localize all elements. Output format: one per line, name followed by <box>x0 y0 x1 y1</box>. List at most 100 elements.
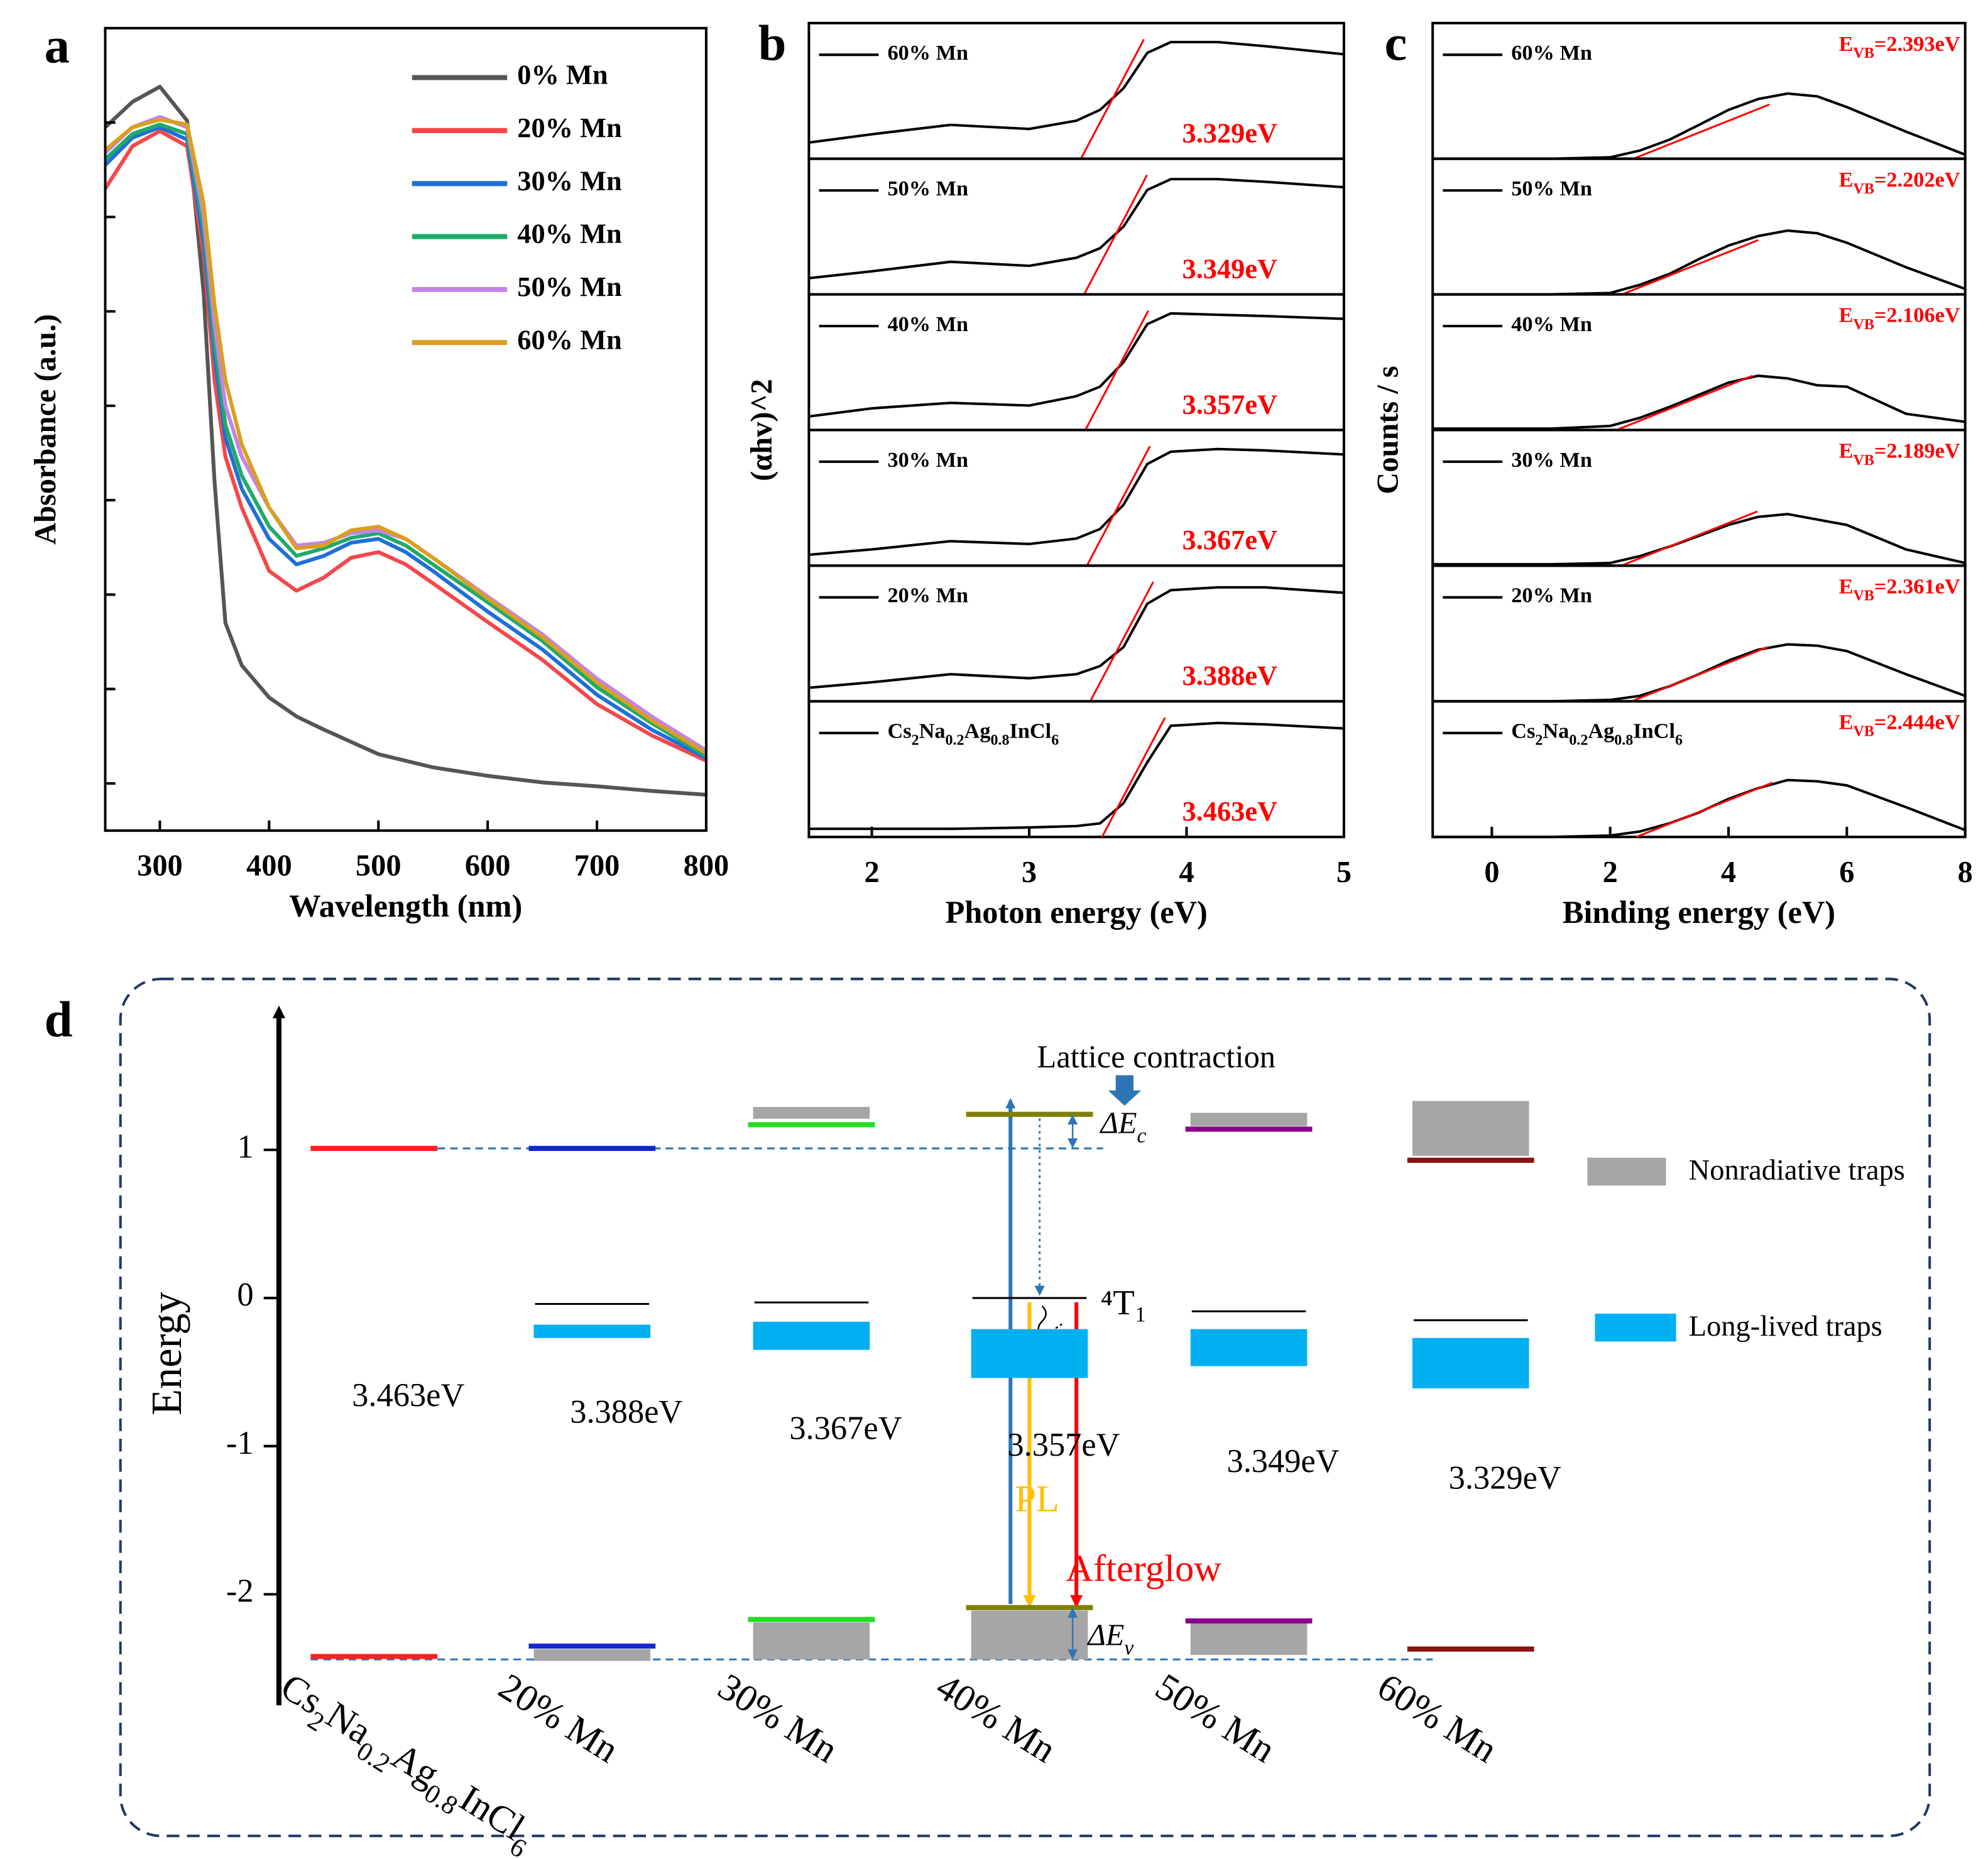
gap-label: 3.349eV <box>1226 1443 1339 1480</box>
gap-label: 3.463eV <box>352 1377 464 1414</box>
onset-label: EVB=2.189eV <box>1839 439 1960 469</box>
subplot-frame <box>807 700 1345 839</box>
y-axis-title: (αhv)^2 <box>745 379 778 481</box>
legend-label: 30% Mn <box>888 448 969 472</box>
y-tick-label: 0 <box>237 1277 253 1313</box>
subplot-frame <box>1431 700 1967 839</box>
onset-label: 3.367eV <box>1182 524 1278 555</box>
annotation: PL <box>1015 1478 1059 1520</box>
trap-arrow <box>1047 1323 1063 1335</box>
panel-letter: d <box>45 991 73 1047</box>
y-axis-title: Absorbance (a.u.) <box>29 314 62 545</box>
legend-label: 30% Mn <box>1511 448 1592 472</box>
series-line <box>809 721 1345 831</box>
nonradiative-trap <box>1190 1622 1308 1655</box>
x-tick-label: 800 <box>684 849 729 883</box>
x-tick-label: 400 <box>246 849 292 883</box>
contraction-arrow <box>1108 1075 1142 1106</box>
x-tick-label: 600 <box>465 849 511 883</box>
legend-label: 60% Mn <box>888 41 969 65</box>
x-tick-label: 8 <box>1958 856 1973 889</box>
long-lived-trap <box>1412 1338 1529 1388</box>
panel-letter: a <box>45 18 70 74</box>
onset-tangent <box>1080 38 1145 160</box>
legend-label: 30% Mn <box>517 165 621 196</box>
onset-tangent <box>1616 374 1753 431</box>
legend-label: 40% Mn <box>1511 312 1592 336</box>
y-axis-title: Counts / s <box>1372 366 1405 494</box>
gap-label: 3.388eV <box>570 1393 682 1430</box>
x-tick-label: 300 <box>137 849 183 883</box>
onset-label: EVB=2.361eV <box>1839 575 1960 604</box>
annotation: Afterglow <box>1066 1547 1221 1589</box>
x-tick-label: 5 <box>1336 856 1352 889</box>
panel-frame <box>119 978 1931 1838</box>
x-axis-title: Binding energy (eV) <box>1563 895 1835 930</box>
legend-label: 60% Mn <box>517 324 621 355</box>
onset-tangent <box>1089 581 1154 702</box>
annotation: Lattice contraction <box>1037 1039 1276 1074</box>
x-axis-title: Photon energy (eV) <box>945 895 1207 930</box>
long-lived-trap <box>533 1324 651 1338</box>
nonradiative-trap <box>1412 1101 1529 1156</box>
series-line <box>1433 513 1966 566</box>
series-line <box>104 117 707 755</box>
nonradiative-trap <box>533 1649 651 1661</box>
long-lived-trap <box>753 1321 870 1350</box>
x-tick-label: 4 <box>1179 856 1194 889</box>
legend-label: 50% Mn <box>1511 177 1592 200</box>
onset-label: EVB=2.202eV <box>1839 168 1960 197</box>
x-tick-label: 6 <box>1839 856 1854 889</box>
onset-tangent <box>1633 103 1770 160</box>
panel-letter: c <box>1385 16 1407 72</box>
x-tick-label: 700 <box>574 849 620 883</box>
legend-label: Cs2Na0.2Ag0.8InCl6 <box>1511 719 1683 749</box>
legend-label: 40% Mn <box>888 312 969 336</box>
onset-label: EVB=2.444eV <box>1839 710 1960 739</box>
x-tick-label: 2 <box>864 856 879 889</box>
series-line <box>809 312 1345 418</box>
nonradiative-trap <box>753 1106 870 1119</box>
series-line <box>1433 643 1966 703</box>
legend-label: 40% Mn <box>517 218 621 249</box>
onset-label: 3.329eV <box>1182 117 1278 149</box>
onset-tangent <box>1083 174 1148 295</box>
legend-label: 20% Mn <box>888 584 969 608</box>
onset-label: 3.357eV <box>1182 388 1278 420</box>
long-lived-trap <box>971 1329 1088 1378</box>
series-line <box>1433 778 1966 839</box>
gap-label: 3.367eV <box>789 1410 902 1447</box>
legend-label: Long-lived traps <box>1689 1311 1882 1343</box>
onset-label: 3.349eV <box>1182 253 1278 284</box>
gap-label: 3.357eV <box>1007 1427 1120 1463</box>
category-label: 30% Mn <box>711 1665 845 1771</box>
x-tick-label: 500 <box>356 849 401 883</box>
onset-tangent <box>1101 717 1166 837</box>
series-line <box>1433 92 1966 160</box>
legend-swatch <box>1595 1313 1676 1342</box>
onset-tangent <box>1636 782 1773 838</box>
onset-label: 3.388eV <box>1182 660 1278 691</box>
legend-label: 20% Mn <box>1511 584 1592 608</box>
legend-label: 20% Mn <box>517 112 621 143</box>
y-axis-title: Energy <box>143 1291 190 1415</box>
onset-tangent <box>1086 445 1151 567</box>
category-label: 50% Mn <box>1149 1665 1283 1771</box>
legend-label: Nonradiative traps <box>1689 1155 1905 1187</box>
gap-label: 3.329eV <box>1449 1459 1561 1496</box>
y-tick-label: -1 <box>226 1425 254 1461</box>
category-label: 20% Mn <box>491 1665 626 1771</box>
x-tick-label: 2 <box>1603 856 1618 889</box>
x-axis-title: Wavelength (nm) <box>289 888 522 924</box>
y-tick-label: -2 <box>226 1573 254 1610</box>
onset-tangent <box>1620 510 1758 567</box>
annotation: ⁴T₁ <box>1101 1284 1147 1322</box>
panel-letter: b <box>758 16 787 72</box>
onset-tangent <box>1631 646 1768 702</box>
long-lived-trap <box>1190 1329 1308 1366</box>
legend-label: 0% Mn <box>517 59 608 90</box>
onset-label: EVB=2.106eV <box>1839 303 1960 333</box>
y-tick-label: 1 <box>237 1128 253 1165</box>
